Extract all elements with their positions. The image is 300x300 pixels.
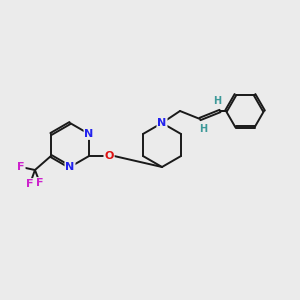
Text: H: H xyxy=(213,96,221,106)
Text: F: F xyxy=(17,162,25,172)
Text: F: F xyxy=(26,179,34,189)
Text: H: H xyxy=(199,124,207,134)
Text: N: N xyxy=(84,129,94,139)
Text: N: N xyxy=(65,162,75,172)
Text: F: F xyxy=(36,178,44,188)
Text: N: N xyxy=(158,118,166,128)
Text: O: O xyxy=(104,151,114,161)
